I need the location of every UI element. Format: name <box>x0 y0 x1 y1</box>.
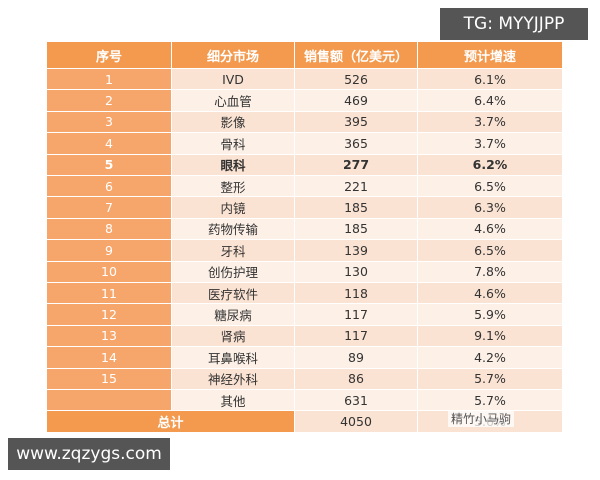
data-cell: 4.6% <box>418 283 563 305</box>
data-cell: 365 <box>295 133 418 155</box>
watermark-top: TG: MYYJJPP <box>440 8 588 40</box>
data-cell: 6.2% <box>418 154 563 176</box>
row-index-empty <box>47 390 172 412</box>
header-cell: 细分市场 <box>172 42 295 69</box>
row-index: 10 <box>47 261 172 283</box>
data-cell: 3.7% <box>418 133 563 155</box>
data-cell: 631 <box>295 390 418 412</box>
data-cell: 糖尿病 <box>172 304 295 326</box>
data-cell: 185 <box>295 218 418 241</box>
data-cell: 185 <box>295 197 418 219</box>
data-cell: 6.4% <box>418 90 563 112</box>
data-cell: 3.7% <box>418 111 563 134</box>
row-index: 7 <box>47 197 172 219</box>
row-index: 6 <box>47 176 172 198</box>
row-index: 3 <box>47 111 172 134</box>
row-index: 8 <box>47 218 172 241</box>
data-cell: 医疗软件 <box>172 283 295 305</box>
data-cell: 221 <box>295 176 418 198</box>
total-cell: 4050 <box>295 411 418 433</box>
data-cell: 117 <box>295 304 418 326</box>
data-cell: 86 <box>295 368 418 390</box>
data-cell: 影像 <box>172 111 295 134</box>
data-cell: 6.1% <box>418 69 563 91</box>
header-cell: 销售额（亿美元） <box>295 42 418 69</box>
data-cell: 其他 <box>172 390 295 412</box>
data-cell: 耳鼻喉科 <box>172 347 295 369</box>
row-index: 12 <box>47 304 172 326</box>
data-cell: 130 <box>295 261 418 283</box>
data-cell: 药物传输 <box>172 218 295 241</box>
data-cell: 395 <box>295 111 418 134</box>
data-cell: 整形 <box>172 176 295 198</box>
data-cell: 神经外科 <box>172 368 295 390</box>
data-cell: 6.5% <box>418 240 563 262</box>
data-cell: 117 <box>295 325 418 348</box>
data-cell: 9.1% <box>418 325 563 348</box>
data-cell: 139 <box>295 240 418 262</box>
data-cell: 5.7% <box>418 390 563 412</box>
data-cell: 眼科 <box>172 154 295 176</box>
data-cell: 5.7% <box>418 368 563 390</box>
row-index: 11 <box>47 283 172 305</box>
watermark-bottom: www.zqzygs.com <box>8 438 170 470</box>
data-cell: 内镜 <box>172 197 295 219</box>
data-cell: 277 <box>295 154 418 176</box>
row-index: 1 <box>47 69 172 91</box>
data-cell: 7.8% <box>418 261 563 283</box>
data-cell: 肾病 <box>172 325 295 348</box>
data-cell: 4.6% <box>418 218 563 241</box>
data-cell: 469 <box>295 90 418 112</box>
row-index: 4 <box>47 133 172 155</box>
header-cell: 序号 <box>47 42 172 69</box>
data-cell: 创伤护理 <box>172 261 295 283</box>
header-cell: 预计增速 <box>418 42 563 69</box>
data-cell: 6.5% <box>418 176 563 198</box>
row-index: 13 <box>47 325 172 348</box>
row-index: 15 <box>47 368 172 390</box>
row-index: 9 <box>47 240 172 262</box>
data-cell: 5.9% <box>418 304 563 326</box>
row-index: 2 <box>47 90 172 112</box>
data-cell: 89 <box>295 347 418 369</box>
total-label: 总计 <box>47 411 295 433</box>
data-cell: 6.3% <box>418 197 563 219</box>
data-cell: IVD <box>172 69 295 91</box>
data-cell: 骨科 <box>172 133 295 155</box>
data-cell: 心血管 <box>172 90 295 112</box>
row-index: 5 <box>47 154 172 176</box>
data-cell: 4.2% <box>418 347 563 369</box>
data-cell: 118 <box>295 283 418 305</box>
row-index: 14 <box>47 347 172 369</box>
data-cell: 牙科 <box>172 240 295 262</box>
data-cell: 526 <box>295 69 418 91</box>
watermark-logo: 精竹小马驹 <box>448 410 515 427</box>
